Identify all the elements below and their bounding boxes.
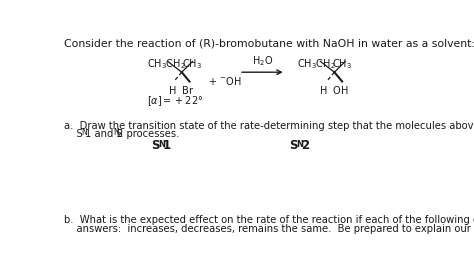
- Text: $\mathsf{H\ \ OH}$: $\mathsf{H\ \ OH}$: [319, 84, 348, 96]
- Text: 1: 1: [163, 139, 171, 152]
- Text: S: S: [289, 139, 297, 152]
- Text: b.  What is the expected effect on the rate of the reaction if each of the follo: b. What is the expected effect on the ra…: [64, 215, 474, 225]
- Text: $\mathsf{H_2O}$: $\mathsf{H_2O}$: [252, 54, 273, 68]
- Text: 1 and S: 1 and S: [85, 129, 123, 139]
- Text: $\mathsf{H\ \ Br}$: $\mathsf{H\ \ Br}$: [168, 84, 194, 96]
- Text: S: S: [64, 129, 82, 139]
- Text: $\mathsf{CH_3}$: $\mathsf{CH_3}$: [332, 57, 352, 70]
- Text: 2 processes.: 2 processes.: [118, 129, 180, 139]
- Text: $\mathsf{CH_3CH_2}$: $\mathsf{CH_3CH_2}$: [147, 57, 185, 70]
- Text: Consider the reaction of (R)-bromobutane with NaOH in water as a solvent:: Consider the reaction of (R)-bromobutane…: [64, 38, 474, 48]
- Text: S: S: [151, 139, 159, 152]
- Text: N: N: [296, 140, 303, 149]
- Text: N: N: [81, 128, 87, 137]
- Text: a.  Draw the transition state of the rate-determining step that the molecules ab: a. Draw the transition state of the rate…: [64, 121, 474, 131]
- Text: answers:  increases, decreases, remains the same.  Be prepared to explain our re: answers: increases, decreases, remains t…: [64, 224, 474, 234]
- Text: 2: 2: [301, 139, 309, 152]
- Text: N: N: [158, 140, 165, 149]
- Text: $\mathsf{CH_3CH_2}$: $\mathsf{CH_3CH_2}$: [297, 57, 336, 70]
- Text: $[\alpha] = +22°$: $[\alpha] = +22°$: [147, 94, 203, 107]
- Text: $+\ ^{-}\mathsf{OH}$: $+\ ^{-}\mathsf{OH}$: [208, 75, 242, 87]
- Text: $\mathsf{CH_3}$: $\mathsf{CH_3}$: [182, 57, 202, 70]
- Text: N: N: [113, 128, 119, 137]
